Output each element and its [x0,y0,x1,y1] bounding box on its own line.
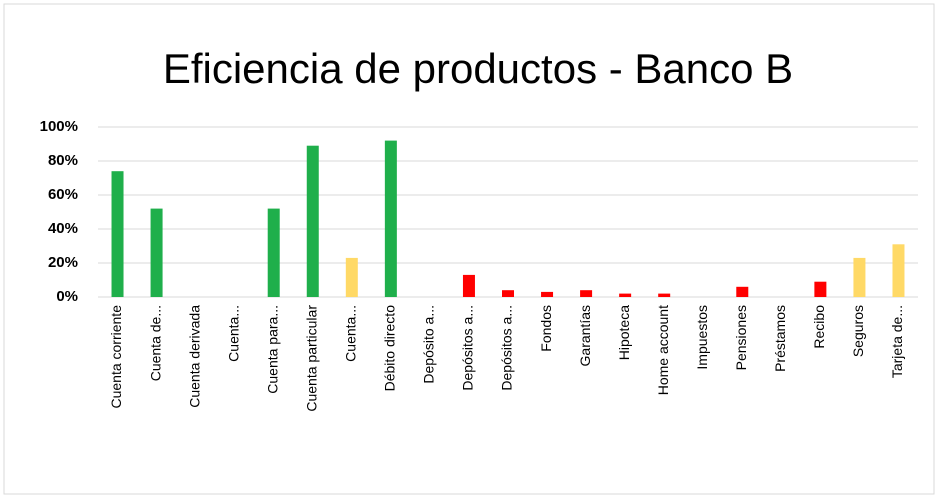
x-tick-label: Cuenta de... [147,305,163,381]
bar [814,281,827,297]
bar [345,257,358,297]
chart-title: Eficiencia de productos - Banco B [163,45,793,92]
x-tick-label: Cuenta particular [303,305,319,412]
bar [306,145,319,297]
bar [384,140,397,297]
x-tick-label: Cuenta para... [264,305,280,394]
bar [580,290,593,297]
x-tick-label: Cuenta... [225,305,241,362]
y-tick-label: 20% [48,254,78,271]
bar [658,293,671,297]
x-tick-label: Cuenta... [343,305,359,362]
bar [853,257,866,297]
x-tick-label: Depósito a... [421,305,437,384]
x-tick-label: Débito directo [382,305,398,392]
bar [736,286,749,297]
x-tick-label: Depósitos a... [499,305,515,391]
bar [619,293,632,297]
bar [267,208,280,297]
x-tick-label: Préstamos [772,305,788,372]
bar [111,171,124,297]
y-tick-label: 0% [56,288,78,305]
x-tick-label: Cuenta corriente [108,305,124,409]
bar [462,274,475,297]
y-tick-label: 80% [48,152,78,169]
x-tick-label: Fondos [538,305,554,352]
x-tick-label: Depósitos a... [460,305,476,391]
x-tick-label: Garantías [577,305,593,366]
bar [150,208,163,297]
y-tick-label: 40% [48,220,78,237]
x-tick-label: Impuestos [694,305,710,370]
x-tick-label: Cuenta derivada [186,305,202,408]
y-tick-label: 60% [48,186,78,203]
x-tick-label: Home account [655,305,671,395]
y-tick-label: 100% [40,118,78,135]
x-tick-label: Hipoteca [616,305,632,360]
x-tick-label: Recibo [811,305,827,349]
bar [502,290,514,297]
bar [541,291,554,297]
x-tick-label: Pensiones [733,305,749,370]
x-tick-label: Tarjeta de... [889,305,905,378]
x-tick-label: Seguros [850,305,866,357]
bar [892,244,905,297]
